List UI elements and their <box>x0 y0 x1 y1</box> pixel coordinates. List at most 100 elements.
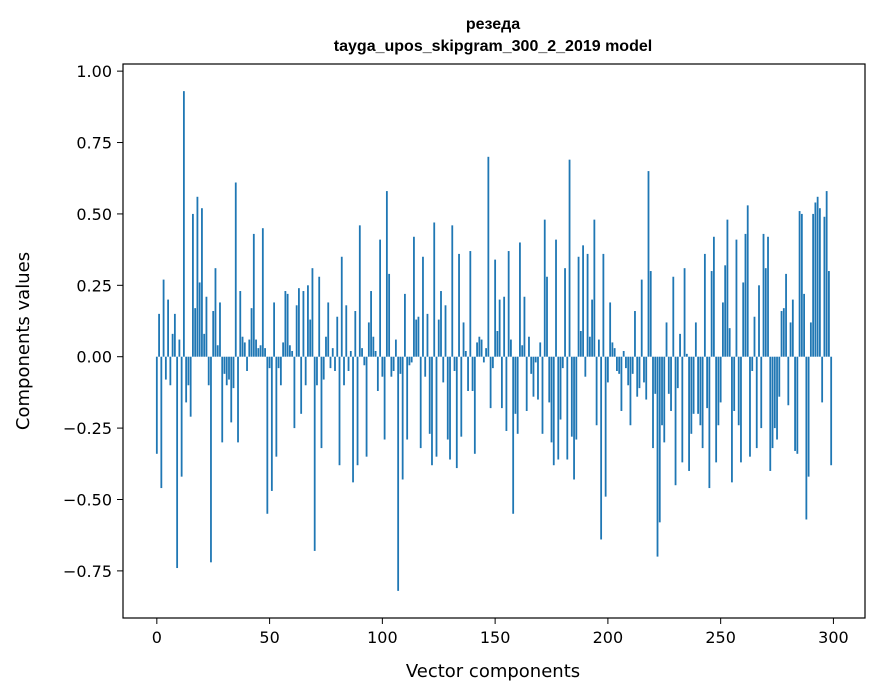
bar-142 <box>476 342 478 357</box>
bar-260 <box>742 282 745 357</box>
bar-138 <box>467 356 469 391</box>
bar-119 <box>424 356 427 377</box>
bar-170 <box>539 342 542 357</box>
bar-147 <box>487 156 490 357</box>
bar-193 <box>591 299 593 357</box>
bar-258 <box>737 356 740 426</box>
bar-83 <box>343 356 345 386</box>
bar-286 <box>800 213 803 357</box>
bar-137 <box>464 350 467 357</box>
bar-289 <box>807 356 810 477</box>
bar-166 <box>530 356 533 374</box>
bar-156 <box>507 251 510 357</box>
bar-224 <box>661 356 663 426</box>
bar-219 <box>649 271 652 357</box>
bar-172 <box>543 219 546 357</box>
y-axis-label: Components values <box>13 252 34 430</box>
bar-125 <box>437 319 440 357</box>
bar-226 <box>665 322 668 357</box>
bar-30 <box>223 356 226 374</box>
bar-190 <box>584 356 587 377</box>
bar-60 <box>291 350 294 357</box>
bar-70 <box>313 356 316 551</box>
bar-24 <box>210 356 212 563</box>
bar-100 <box>381 356 384 377</box>
bar-13 <box>185 356 188 403</box>
bar-266 <box>755 356 758 449</box>
bar-200 <box>606 356 609 383</box>
bar-101 <box>383 356 386 440</box>
bar-287 <box>803 293 805 357</box>
x-tick-label: 150 <box>480 628 511 647</box>
bar-73 <box>320 356 323 449</box>
bar-8 <box>173 313 176 357</box>
bar-250 <box>719 356 722 403</box>
bar-34 <box>232 356 235 389</box>
bar-211 <box>631 356 634 374</box>
bar-227 <box>667 356 670 394</box>
bar-233 <box>681 356 684 463</box>
bar-130 <box>449 356 451 460</box>
bar-28 <box>219 302 221 357</box>
bar-89 <box>356 356 359 466</box>
bar-244 <box>706 356 709 409</box>
bar-167 <box>532 356 535 397</box>
y-tick-label: 0.50 <box>76 205 112 224</box>
bar-96 <box>372 336 375 357</box>
bar-57 <box>284 291 287 357</box>
bar-75 <box>325 336 327 357</box>
bar-103 <box>388 273 391 357</box>
bar-255 <box>731 356 733 483</box>
bar-94 <box>367 322 370 357</box>
bar-284 <box>796 356 799 454</box>
bar-280 <box>787 356 790 406</box>
bar-157 <box>510 339 512 357</box>
bar-215 <box>640 279 643 357</box>
bar-223 <box>658 356 661 523</box>
chart-title: резеда <box>466 16 520 33</box>
bar-44 <box>255 339 257 357</box>
bar-37 <box>239 291 242 357</box>
bar-140 <box>471 356 474 391</box>
x-tick-label: 50 <box>259 628 279 647</box>
bar-155 <box>505 356 508 431</box>
bar-72 <box>318 276 321 357</box>
bar-225 <box>663 356 666 443</box>
bar-279 <box>785 273 787 357</box>
bar-5 <box>167 299 169 357</box>
bar-206 <box>620 356 623 411</box>
bar-0 <box>155 356 158 454</box>
bar-35 <box>234 182 237 357</box>
bar-192 <box>588 336 591 357</box>
bar-105 <box>392 356 395 371</box>
bar-45 <box>257 348 260 357</box>
bar-84 <box>345 305 348 357</box>
bar-175 <box>550 356 553 443</box>
bar-246 <box>710 271 713 357</box>
bar-2 <box>160 356 163 489</box>
bar-264 <box>751 356 754 371</box>
bar-63 <box>298 288 300 357</box>
y-tick-label: −0.25 <box>63 419 112 438</box>
bar-252 <box>724 265 727 357</box>
bar-38 <box>241 336 244 357</box>
bar-247 <box>712 236 715 357</box>
bar-297 <box>825 191 828 357</box>
bar-7 <box>171 333 174 357</box>
bar-235 <box>685 353 688 357</box>
bar-231 <box>676 356 679 389</box>
bar-102 <box>385 191 388 357</box>
bar-270 <box>764 268 767 357</box>
bar-269 <box>762 233 765 357</box>
bar-59 <box>288 345 291 357</box>
bar-178 <box>557 356 560 460</box>
bar-220 <box>652 356 654 449</box>
bar-16 <box>192 213 194 357</box>
bar-162 <box>521 345 524 357</box>
bar-139 <box>469 251 472 357</box>
y-tick-label: −0.75 <box>63 562 112 581</box>
bar-88 <box>354 311 357 357</box>
bar-294 <box>818 208 821 357</box>
bar-32 <box>228 356 230 380</box>
